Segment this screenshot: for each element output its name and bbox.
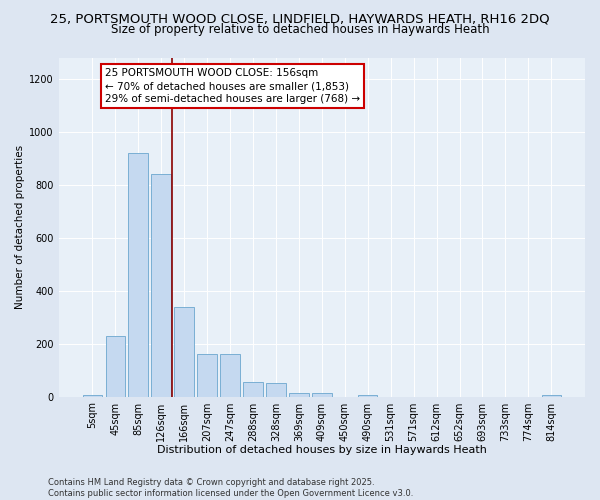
Bar — [128, 153, 148, 396]
Bar — [266, 384, 286, 396]
X-axis label: Distribution of detached houses by size in Haywards Heath: Distribution of detached houses by size … — [157, 445, 487, 455]
Text: 25, PORTSMOUTH WOOD CLOSE, LINDFIELD, HAYWARDS HEATH, RH16 2DQ: 25, PORTSMOUTH WOOD CLOSE, LINDFIELD, HA… — [50, 12, 550, 26]
Bar — [175, 306, 194, 396]
Bar — [312, 392, 332, 396]
Bar — [220, 354, 240, 397]
Bar — [106, 336, 125, 396]
Bar — [151, 174, 171, 396]
Text: Contains HM Land Registry data © Crown copyright and database right 2025.
Contai: Contains HM Land Registry data © Crown c… — [48, 478, 413, 498]
Bar — [289, 392, 308, 396]
Y-axis label: Number of detached properties: Number of detached properties — [15, 145, 25, 309]
Bar — [243, 382, 263, 396]
Text: Size of property relative to detached houses in Haywards Heath: Size of property relative to detached ho… — [110, 22, 490, 36]
Bar — [197, 354, 217, 397]
Text: 25 PORTSMOUTH WOOD CLOSE: 156sqm
← 70% of detached houses are smaller (1,853)
29: 25 PORTSMOUTH WOOD CLOSE: 156sqm ← 70% o… — [105, 68, 360, 104]
